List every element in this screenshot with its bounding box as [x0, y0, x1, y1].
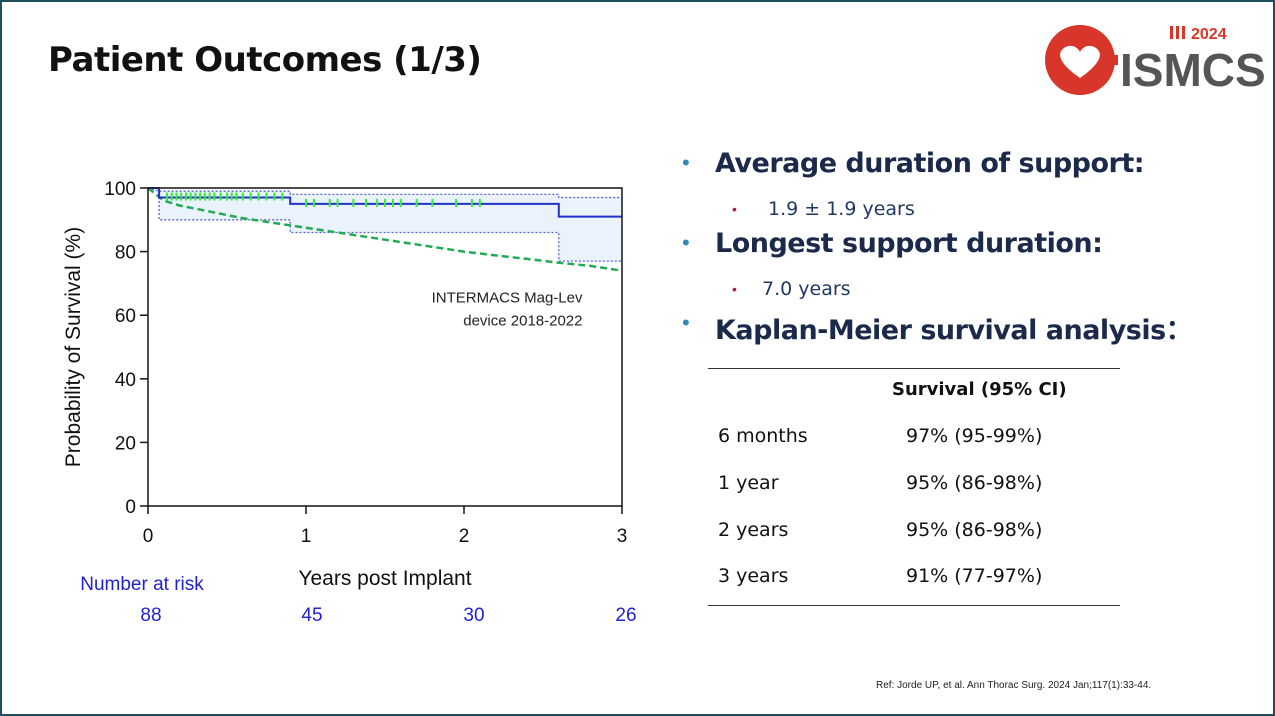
y-tick-label: 20 [115, 433, 136, 454]
plot-frame [147, 187, 623, 507]
page-title: Patient Outcomes (1/3) [48, 40, 482, 80]
logo-name: ISMCS [1120, 44, 1265, 96]
row-label: 3 years [718, 565, 789, 587]
y-tick-label: 80 [115, 243, 136, 264]
y-tick-label: 100 [104, 179, 136, 200]
bullet-heading: Kaplan-Meier survival analysis： [715, 315, 1193, 346]
bullet-detail: 7.0 years [762, 278, 851, 300]
bullet-dot: • [682, 310, 690, 335]
row-label: 1 year [718, 472, 779, 494]
bullet-dot: • [682, 150, 690, 175]
x-axis-title: Years post Implant [298, 567, 471, 590]
number-at-risk-value: 88 [140, 605, 161, 626]
kaplan-meier-chart: 0 20 40 60 80 100 0 1 2 3 Years post Implant Probab… [62, 179, 637, 626]
logo-year: 2024 [1191, 26, 1227, 43]
bullet-detail: 1.9 ± 1.9 years [768, 198, 915, 220]
row-label: 6 months [718, 425, 808, 447]
row-value: 97% (95-99%) [906, 425, 1043, 447]
logo-stripe-1 [1170, 26, 1173, 39]
number-at-risk-value: 26 [615, 605, 636, 626]
x-tick-label: 2 [459, 526, 470, 547]
heart-icon [1060, 45, 1100, 78]
y-tick-label: 60 [115, 306, 136, 327]
x-tick-label: 0 [143, 526, 154, 547]
sub-bullet-dot: • [732, 281, 737, 297]
ci-band [148, 188, 622, 262]
chart-annotation: INTERMACS Mag-Lev [432, 289, 583, 306]
y-tick-label: 0 [125, 497, 136, 518]
y-axis-title: Probability of Survival (%) [62, 227, 85, 467]
logo-stripe-2 [1176, 26, 1179, 39]
row-label: 2 years [718, 519, 789, 541]
bullet-dot: • [682, 230, 690, 255]
chart-annotation: device 2018-2022 [463, 312, 582, 329]
y-tick-label: 40 [115, 370, 136, 391]
logo-bar [1106, 55, 1118, 65]
sub-bullet-dot: • [732, 201, 737, 217]
number-at-risk-value: 45 [301, 605, 322, 626]
x-tick-label: 1 [301, 526, 312, 547]
row-value: 91% (77-97%) [906, 565, 1043, 587]
survival-table: Survival (95% CI) 6 months 97% (95-99%) … [708, 368, 1120, 606]
km-series-line [148, 187, 622, 218]
ismcs-logo: 2024 ISMCS [1045, 25, 1265, 96]
bullet-heading: Average duration of support: [715, 148, 1145, 179]
row-value: 95% (86-98%) [906, 519, 1043, 541]
bullet-heading: Longest support duration: [715, 228, 1103, 259]
number-at-risk-label: Number at risk [80, 574, 204, 595]
x-tick-label: 3 [617, 526, 628, 547]
survival-table-header: Survival (95% CI) [892, 379, 1067, 400]
row-value: 95% (86-98%) [906, 472, 1043, 494]
intermacs-series-line [147, 187, 623, 272]
number-at-risk-value: 30 [463, 605, 484, 626]
logo-stripe-3 [1182, 26, 1185, 39]
ci-upper-line [147, 187, 622, 199]
reference-note: Ref: Jorde UP, et al. Ann Thorac Surg. 2… [876, 680, 1152, 691]
